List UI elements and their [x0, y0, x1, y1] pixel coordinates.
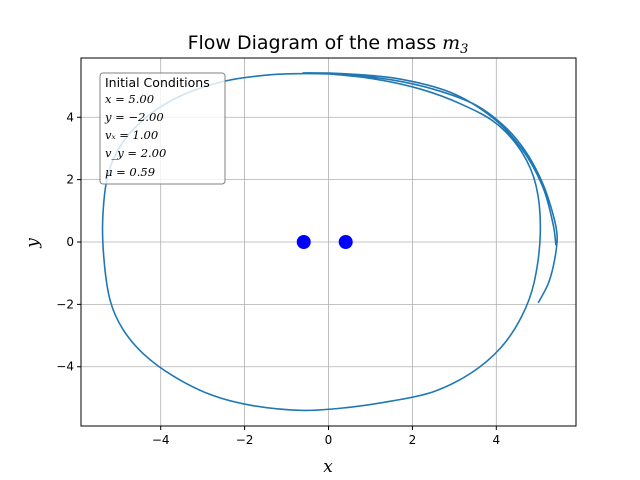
- legend-line-x: x = 5.00: [105, 92, 154, 106]
- mass-point: [296, 235, 311, 249]
- x-tick-label: 2: [409, 433, 417, 447]
- legend-line-y: y = −2.00: [104, 110, 164, 124]
- x-tick-label: 4: [492, 433, 500, 447]
- legend-box: Initial Conditions x = 5.00 y = −2.00 vₓ…: [99, 72, 226, 185]
- x-axis-label: x: [323, 457, 333, 477]
- trajectory-line: [101, 72, 558, 412]
- x-tick-label: −4: [152, 433, 170, 447]
- mass-point: [338, 235, 353, 249]
- trajectory-layer: [101, 72, 558, 412]
- legend-line-vx: vₓ = 1.00: [105, 128, 158, 142]
- x-tick-label: −2: [236, 433, 254, 447]
- legend-line-vy: v_y = 2.00: [105, 146, 166, 160]
- y-tick-label: 2: [66, 173, 74, 187]
- x-tick-label: 0: [325, 433, 333, 447]
- y-tick-label: 4: [66, 110, 74, 124]
- mass-layer: [296, 235, 353, 249]
- legend-title: Initial Conditions: [105, 75, 210, 90]
- y-tick-label: −2: [56, 297, 74, 311]
- legend-line-mu: μ = 0.59: [105, 165, 155, 179]
- y-tick-label: 0: [66, 235, 74, 249]
- y-axis-label: y: [23, 238, 43, 249]
- tick-layer: −4 −2 0 2 4 −4 −2 0 2 4: [56, 110, 500, 447]
- legend-frame: [99, 72, 226, 185]
- y-tick-label: −4: [56, 360, 74, 374]
- chart-title: Flow Diagram of the mass m3: [188, 32, 469, 57]
